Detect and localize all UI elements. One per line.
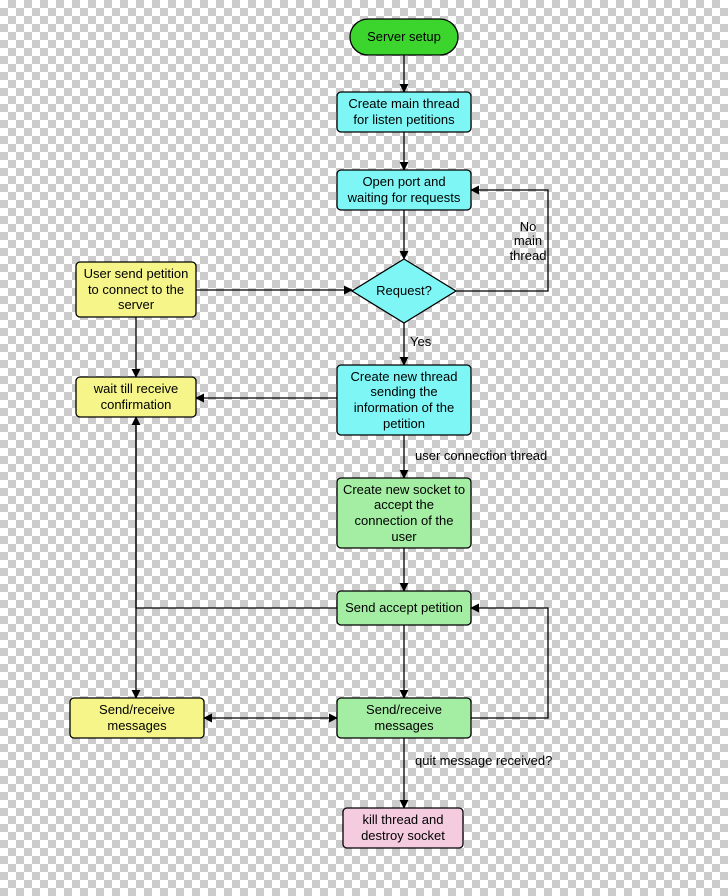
node-text: Create new socket to accept the connecti… [337, 478, 471, 548]
node-text: Create main thread for listen petitions [337, 92, 471, 132]
edge-text: quit message received? [415, 754, 615, 768]
node-text: Create new thread sending the informatio… [337, 365, 471, 435]
flow-node-label-send_accept: Send accept petition [337, 591, 471, 625]
flowchart-stage: Server setup Create main thread for liste… [0, 0, 728, 896]
flow-edge-label-e4: Yes [410, 335, 610, 353]
flow-node-label-create_socket: Create new socket to accept the connecti… [337, 478, 471, 548]
flow-edge-label-e5: Nomainthread [498, 220, 558, 270]
node-text: Open port and waiting for requests [337, 170, 471, 210]
flow-node-label-wait_confirm: wait till receive confirmation [76, 377, 196, 417]
edge-text: Nomainthread [498, 220, 558, 263]
flow-node-label-open_port: Open port and waiting for requests [337, 170, 471, 210]
flow-node-label-user_petition: User send petition to connect to the ser… [76, 262, 196, 317]
flow-node-label-request: Request? [352, 259, 456, 323]
node-text: Request? [352, 259, 456, 323]
edge-text: user connection thread [415, 449, 615, 463]
flow-node-label-send_recv_l: Send/receive messages [70, 698, 204, 738]
flow-node-label-send_recv_r: Send/receive messages [337, 698, 471, 738]
node-text: wait till receive confirmation [76, 377, 196, 417]
flow-node-label-start: Server setup [350, 19, 458, 55]
node-text: Send/receive messages [70, 698, 204, 738]
flow-edge-label-e15: quit message received? [415, 754, 615, 772]
node-text: User send petition to connect to the ser… [76, 262, 196, 317]
flow-node-label-create_thread: Create new thread sending the informatio… [337, 365, 471, 435]
edge-text: Yes [410, 335, 610, 349]
flow-node-label-kill_thread: kill thread and destroy socket [343, 808, 463, 848]
flow-edge-label-e9: user connection thread [415, 449, 615, 467]
node-text: Server setup [350, 19, 458, 55]
flow-node-label-create_main: Create main thread for listen petitions [337, 92, 471, 132]
node-text: kill thread and destroy socket [343, 808, 463, 848]
node-text: Send/receive messages [337, 698, 471, 738]
flow-edge-e16 [471, 608, 548, 718]
node-text: Send accept petition [337, 591, 471, 625]
flow-edge-e12 [136, 417, 337, 608]
